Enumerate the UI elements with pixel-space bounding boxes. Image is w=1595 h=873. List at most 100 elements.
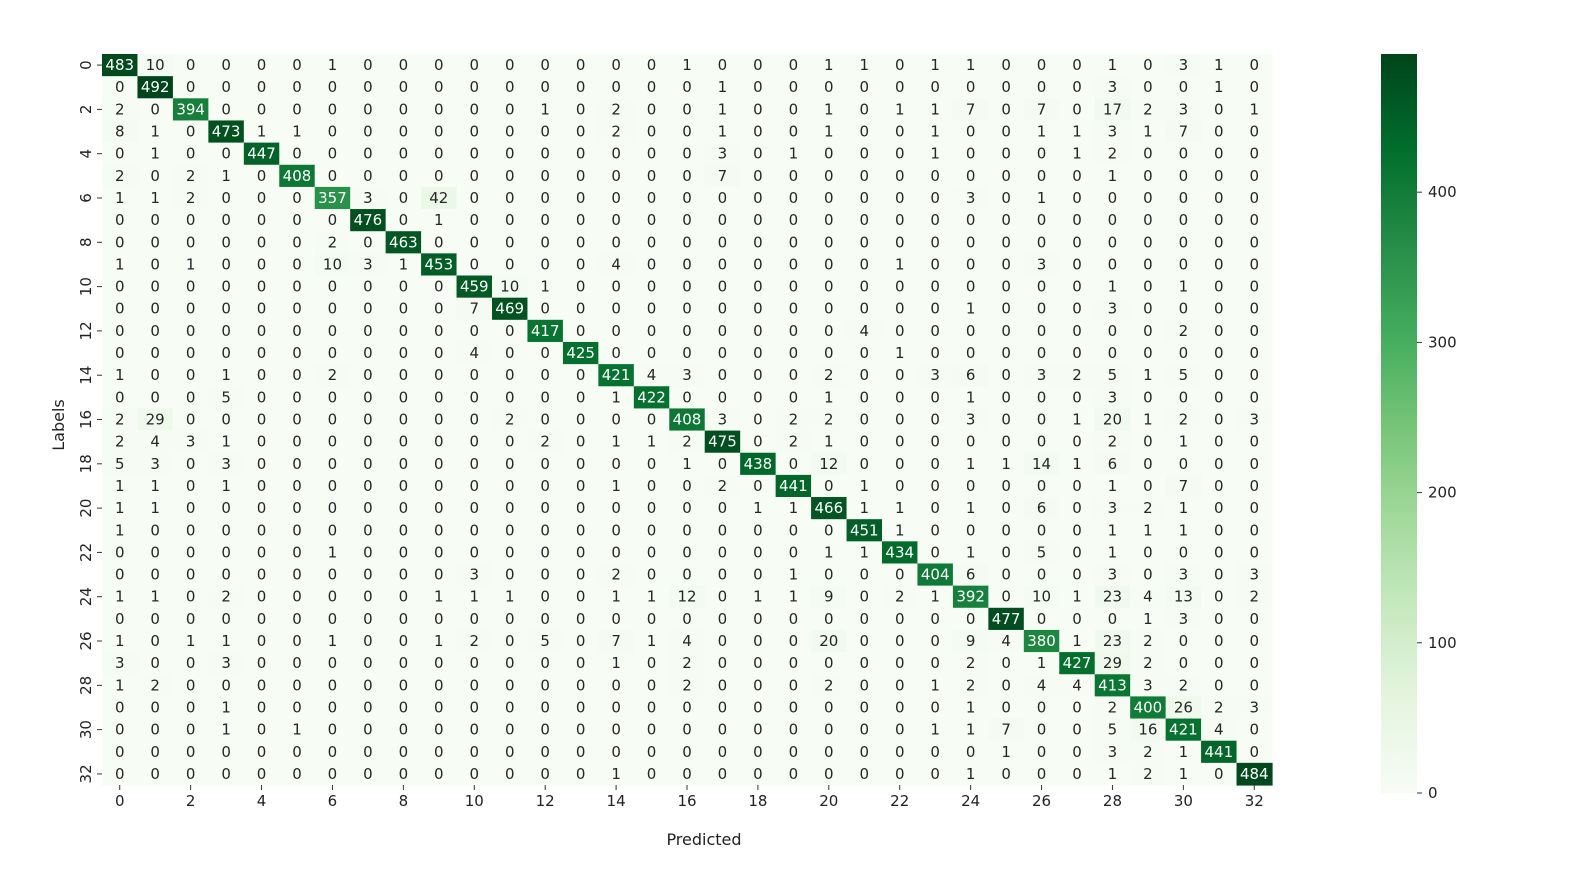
cell-value-label: 0: [682, 743, 692, 761]
heatmap-cell: [243, 408, 280, 432]
heatmap-cell: [633, 762, 670, 786]
cell-value-label: 0: [469, 499, 479, 517]
heatmap-cell: [704, 253, 741, 277]
cell-value-label: 13: [1174, 588, 1193, 606]
cell-value-label: 0: [505, 366, 515, 384]
cell-value-label: 0: [1249, 366, 1259, 384]
cell-value-label: 3: [150, 455, 160, 473]
cell-value-label: 7: [1037, 100, 1047, 118]
heatmap-cell: [917, 430, 954, 454]
heatmap-cell: [527, 386, 564, 410]
cell-value-label: 1: [1072, 123, 1082, 141]
cell-value-label: 0: [221, 78, 231, 96]
heatmap-cell: [492, 164, 529, 188]
cell-value-label: 2: [115, 100, 125, 118]
cell-value-label: 3: [1108, 123, 1118, 141]
heatmap-cell: [633, 652, 670, 675]
heatmap-cell: [385, 762, 422, 786]
heatmap-cell: [456, 408, 493, 432]
heatmap-cell: [811, 430, 848, 454]
heatmap-cell: [208, 253, 245, 277]
heatmap-cell: [314, 164, 351, 188]
heatmap-cell: [385, 341, 422, 365]
cell-value-label: 0: [540, 698, 550, 716]
heatmap-cell: [1130, 364, 1167, 387]
cell-value-label: 1: [221, 167, 231, 185]
cell-value-label: 0: [186, 743, 196, 761]
cell-value-label: 0: [647, 654, 657, 672]
heatmap-cell: [704, 209, 741, 232]
heatmap-cell: [704, 629, 741, 653]
heatmap-cell: [917, 275, 954, 299]
heatmap-cell: [633, 740, 670, 764]
cell-value-label: 0: [930, 344, 940, 362]
heatmap-cell: [882, 519, 919, 542]
heatmap-cell: [1059, 474, 1096, 498]
heatmap-cell: [527, 563, 564, 587]
cell-value-label: 0: [221, 411, 231, 429]
heatmap-cell: [385, 541, 422, 565]
heatmap-cell: [527, 474, 564, 498]
heatmap-cell: [314, 740, 351, 764]
cell-value-label: 0: [257, 499, 267, 517]
heatmap-cell: [1236, 762, 1273, 786]
heatmap-cell: [704, 474, 741, 498]
heatmap-cell: [811, 718, 848, 742]
cell-value-label: 0: [1037, 233, 1047, 251]
heatmap-cell: [350, 474, 387, 498]
cell-value-label: 0: [257, 100, 267, 118]
cell-value-label: 0: [576, 743, 586, 761]
heatmap-cell: [633, 297, 670, 321]
cell-value-label: 1: [1179, 743, 1189, 761]
y-tick-label: 26: [77, 631, 95, 650]
heatmap-cell: [1094, 98, 1131, 122]
heatmap-cell: [1236, 164, 1273, 188]
cell-value-label: 0: [505, 566, 515, 584]
cell-value-label: 0: [682, 388, 692, 406]
cell-value-label: 0: [753, 610, 763, 628]
cell-value-label: 0: [505, 100, 515, 118]
cell-value-label: 357: [318, 189, 347, 207]
cell-value-label: 0: [895, 433, 905, 451]
cell-value-label: 2: [505, 411, 515, 429]
heatmap-cell: [740, 231, 777, 254]
heatmap-cell: [952, 209, 989, 232]
heatmap-cell: [633, 563, 670, 587]
heatmap-cell: [988, 541, 1025, 565]
cell-value-label: 0: [292, 743, 302, 761]
cell-value-label: 1: [824, 543, 834, 561]
heatmap-cell: [988, 652, 1025, 675]
cell-value-label: 0: [930, 278, 940, 296]
heatmap-cell: [1023, 275, 1060, 299]
heatmap-cell: [882, 629, 919, 653]
cell-value-label: 3: [115, 654, 125, 672]
cell-value-label: 0: [292, 676, 302, 694]
heatmap-cell: [740, 386, 777, 410]
cell-value-label: 0: [1001, 211, 1011, 229]
cell-value-label: 0: [1001, 56, 1011, 74]
heatmap-cell: [456, 253, 493, 277]
cell-value-label: 1: [824, 388, 834, 406]
cell-value-label: 1: [1108, 278, 1118, 296]
heatmap-cell: [137, 253, 174, 277]
heatmap-cell: [102, 430, 139, 454]
heatmap-cell: [704, 319, 741, 343]
heatmap-cell: [846, 585, 883, 609]
heatmap-cell: [952, 674, 989, 697]
heatmap-cell: [882, 120, 919, 144]
x-tick-label: 8: [399, 792, 409, 810]
cell-value-label: 0: [1143, 455, 1153, 473]
heatmap-cell: [172, 142, 209, 166]
cell-value-label: 447: [247, 145, 276, 163]
heatmap-cell: [669, 519, 706, 542]
cell-value-label: 0: [115, 300, 125, 318]
cell-value-label: 2: [824, 366, 834, 384]
heatmap-cell: [1201, 76, 1238, 99]
heatmap-cell: [527, 497, 564, 520]
heatmap-cell: [421, 452, 458, 476]
cell-value-label: 0: [718, 233, 728, 251]
cell-value-label: 434: [885, 543, 914, 561]
heatmap-cell: [1130, 585, 1167, 609]
heatmap-cell: [952, 652, 989, 675]
cell-value-label: 0: [576, 255, 586, 273]
